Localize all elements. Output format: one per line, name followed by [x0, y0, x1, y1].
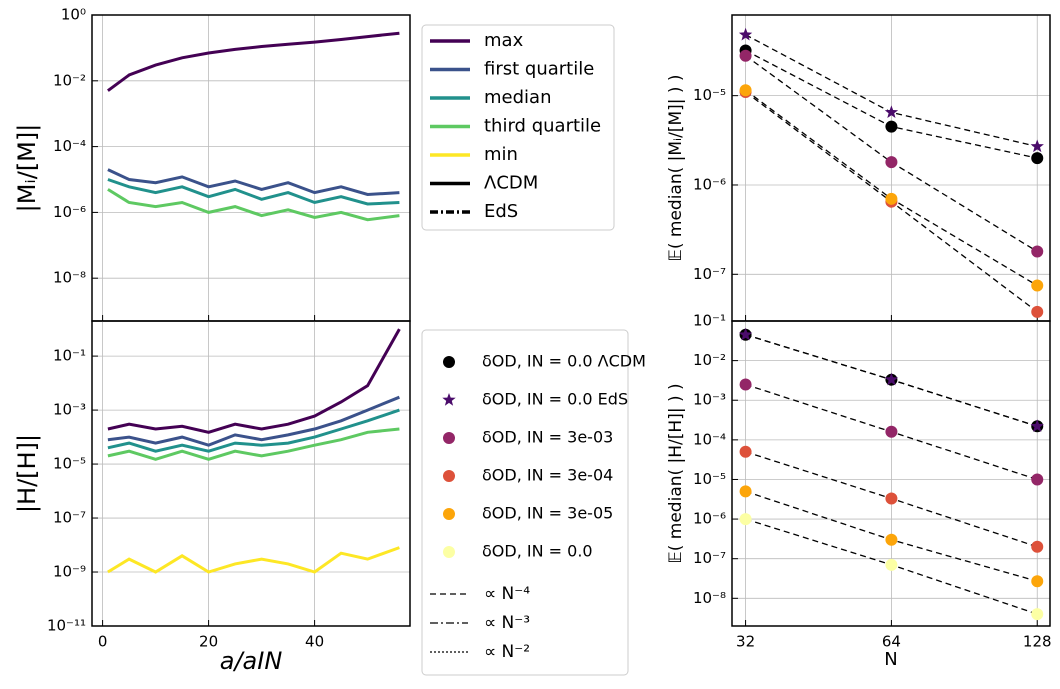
- y-tick-label: 10⁻⁵: [693, 470, 726, 488]
- y-tick-label: 10⁻⁴: [693, 430, 726, 448]
- legend-label: ∝ N⁻²: [484, 642, 530, 662]
- y-axis-label: 𝔼( median( |H/[H]| ) ): [666, 383, 686, 563]
- point-marker: [885, 425, 898, 438]
- legend-marker: [443, 432, 455, 444]
- legend-label: EdS: [484, 201, 518, 222]
- y-axis-label: |H/[H]|: [13, 434, 41, 513]
- y-tick-label: 10⁻⁷: [693, 265, 726, 283]
- y-tick-label: 10⁻⁹: [53, 563, 86, 581]
- legend-label: δOD, IN = 3e-03: [482, 428, 613, 447]
- legend-label: third quartile: [484, 116, 601, 137]
- point-marker: [885, 156, 898, 169]
- point-marker: [1031, 279, 1044, 292]
- y-tick-label: 10⁻¹: [53, 347, 86, 365]
- legend-marker: [443, 546, 455, 558]
- y-tick-label: 10⁻⁶: [693, 175, 726, 193]
- legend-label: max: [484, 30, 524, 51]
- series-line: [107, 408, 400, 453]
- legend-box: [421, 24, 615, 231]
- legend-label: ∝ N⁻⁴: [484, 584, 530, 604]
- point-marker: [1031, 575, 1044, 588]
- legend-label: δOD, IN = 3e-04: [482, 466, 613, 485]
- point-marker: [1031, 473, 1044, 486]
- plot-frame: [91, 14, 411, 322]
- point-marker: [885, 192, 898, 205]
- y-tick-label: 10⁻²: [693, 351, 726, 369]
- x-tick-label: 0: [98, 633, 108, 651]
- y-axis-label: 𝔼( median( |Mᵢ/[M]| ) ): [666, 74, 686, 261]
- point-marker: [739, 378, 752, 391]
- x-axis-label: N: [884, 649, 897, 670]
- x-tick-label: 32: [736, 633, 755, 651]
- y-tick-label: 10⁻⁵: [693, 86, 726, 104]
- x-axis-label: a/aIN: [220, 647, 283, 675]
- y-tick-label: 10⁻⁶: [693, 510, 726, 528]
- plot-frame: [731, 320, 1051, 627]
- y-tick-label: 10⁻²: [53, 71, 86, 89]
- legend-label: δOD, IN = 0.0 ΛCDM: [482, 352, 646, 371]
- legend-marker: [442, 393, 456, 406]
- series-line: [107, 31, 400, 92]
- series-line: [107, 546, 400, 574]
- point-marker: [739, 445, 752, 458]
- star-marker: [738, 327, 753, 341]
- legend-label: δOD, IN = 0.0 EdS: [482, 390, 628, 409]
- series-line: [107, 178, 400, 206]
- point-marker: [885, 533, 898, 546]
- legend-marker: [443, 356, 455, 368]
- y-tick-label: 10⁻⁷: [53, 509, 86, 527]
- x-tick-label: 64: [882, 633, 901, 651]
- point-marker: [885, 120, 898, 133]
- x-tick-label: 20: [199, 633, 218, 651]
- y-tick-label: 10⁻¹: [693, 312, 726, 330]
- y-tick-label: 10⁻⁴: [53, 137, 86, 155]
- x-tick-label: 40: [305, 633, 324, 651]
- point-marker: [885, 558, 898, 571]
- point-marker: [885, 492, 898, 505]
- legend-label: min: [484, 144, 518, 165]
- point-marker: [739, 49, 752, 62]
- y-tick-label: 10⁻³: [53, 401, 86, 419]
- legend-label: ΛCDM: [484, 173, 538, 194]
- star-marker: [1030, 419, 1044, 432]
- legend-label: first quartile: [484, 59, 594, 80]
- star-marker: [884, 105, 899, 118]
- series-line: [107, 328, 401, 434]
- y-tick-label: 10⁻⁸: [53, 269, 86, 287]
- point-marker: [1031, 245, 1044, 258]
- y-axis-label: |Mᵢ/[M]|: [13, 124, 41, 213]
- series-line: [107, 395, 400, 447]
- point-marker: [1031, 152, 1044, 165]
- legend-label: δOD, IN = 0.0: [482, 542, 593, 561]
- point-marker: [1031, 608, 1044, 621]
- y-tick-label: 10⁰: [61, 6, 86, 24]
- point-marker: [1031, 540, 1044, 553]
- star-marker: [884, 372, 899, 386]
- point-marker: [739, 485, 752, 498]
- x-tick-label: 128: [1023, 633, 1052, 651]
- point-marker: [1031, 305, 1044, 318]
- legend-marker: [443, 470, 455, 482]
- legend-box: [421, 329, 629, 676]
- y-tick-label: 10⁻⁵: [53, 455, 86, 473]
- star-marker: [1030, 139, 1044, 153]
- y-tick-label: 10⁻⁸: [693, 589, 726, 607]
- y-tick-label: 10⁻³: [693, 391, 726, 409]
- legend-label: δOD, IN = 3e-05: [482, 504, 613, 523]
- legend-label: median: [484, 87, 551, 108]
- series-line: [107, 188, 400, 222]
- series-line: [107, 168, 400, 197]
- plot-frame: [91, 320, 411, 627]
- y-tick-label: 10⁻⁶: [53, 203, 86, 221]
- legend-label: ∝ N⁻³: [484, 613, 530, 633]
- point-marker: [739, 84, 752, 97]
- y-tick-label: 10⁻⁷: [693, 549, 726, 567]
- point-marker: [739, 513, 752, 526]
- legend-marker: [443, 508, 455, 520]
- star-marker: [738, 27, 753, 41]
- y-tick-label: 10⁻¹¹: [47, 617, 86, 635]
- series-line: [107, 427, 400, 461]
